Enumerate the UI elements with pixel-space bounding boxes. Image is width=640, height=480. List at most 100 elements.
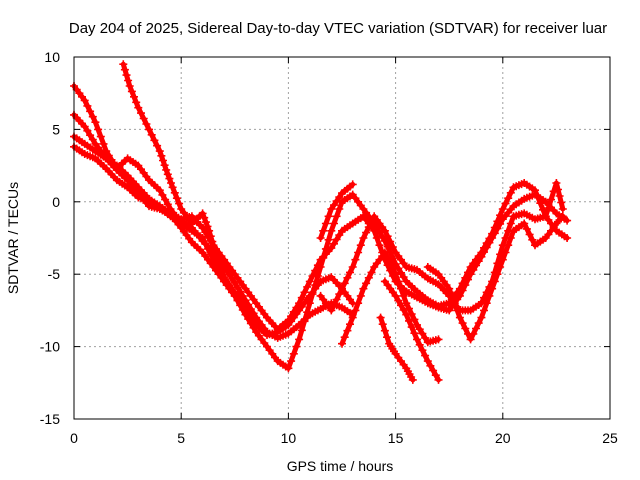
data-point-marker xyxy=(172,194,181,203)
data-point-marker xyxy=(124,76,133,85)
data-point-marker xyxy=(490,277,499,286)
y-tick-label: -5 xyxy=(48,266,61,282)
data-point-marker xyxy=(431,371,440,380)
data-point-marker xyxy=(563,216,572,225)
data-point-marker xyxy=(362,228,371,237)
y-tick-label: 10 xyxy=(44,49,60,65)
data-point-marker xyxy=(335,205,344,213)
data-point-marker xyxy=(506,234,515,242)
data-point-marker xyxy=(429,366,438,375)
data-point-marker xyxy=(170,188,179,197)
data-point-marker xyxy=(340,333,349,342)
data-point-marker xyxy=(383,232,392,241)
data-point-marker xyxy=(125,82,134,90)
x-axis-label: GPS time / hours xyxy=(287,458,394,474)
data-point-marker xyxy=(205,226,214,235)
data-point-marker xyxy=(549,187,558,196)
data-point-marker xyxy=(399,306,408,314)
data-point-marker xyxy=(388,243,397,251)
data-point-marker xyxy=(145,125,153,134)
data-point-marker xyxy=(324,235,333,244)
data-point-marker xyxy=(86,107,95,116)
data-point-marker xyxy=(236,301,245,310)
data-point-marker xyxy=(485,291,494,300)
data-point-marker xyxy=(292,342,301,351)
data-point-marker xyxy=(488,284,497,293)
data-point-marker xyxy=(215,260,224,269)
data-point-marker xyxy=(383,333,391,342)
data-point-marker xyxy=(418,329,427,338)
data-point-marker xyxy=(316,263,325,271)
data-point-marker xyxy=(319,226,328,235)
data-point-marker xyxy=(198,223,207,232)
data-point-marker xyxy=(343,273,352,282)
data-point-marker xyxy=(407,323,416,332)
data-point-marker xyxy=(230,278,239,287)
data-point-marker xyxy=(348,180,357,189)
y-tick-label: 5 xyxy=(52,121,60,137)
data-point-marker xyxy=(88,135,97,144)
data-point-marker xyxy=(122,71,131,80)
data-point-marker xyxy=(464,268,472,277)
data-point-marker xyxy=(552,179,561,187)
data-point-marker xyxy=(153,141,162,150)
data-point-marker xyxy=(453,306,462,315)
data-point-marker xyxy=(303,282,312,291)
data-point-marker xyxy=(158,190,167,199)
data-point-marker xyxy=(217,266,226,275)
data-point-marker xyxy=(330,219,338,228)
x-tick-label: 5 xyxy=(177,430,185,446)
data-point-marker xyxy=(327,306,336,315)
data-point-marker xyxy=(434,335,443,344)
data-point-marker xyxy=(380,326,389,335)
data-point-marker xyxy=(410,315,419,324)
data-point-marker xyxy=(284,316,293,325)
series-line xyxy=(71,134,570,371)
x-tick-label: 20 xyxy=(495,430,511,446)
data-point-marker xyxy=(348,263,357,271)
data-point-marker xyxy=(316,234,325,242)
data-point-marker xyxy=(362,279,371,288)
data-point-marker xyxy=(297,326,306,335)
data-point-marker xyxy=(127,87,136,96)
data-point-marker xyxy=(397,284,405,293)
data-point-marker xyxy=(375,228,384,237)
data-point-marker xyxy=(541,212,550,221)
data-point-marker xyxy=(405,316,413,325)
data-point-marker xyxy=(209,243,218,251)
y-tick-label: 0 xyxy=(52,194,60,210)
data-point-marker xyxy=(83,101,92,110)
data-point-marker xyxy=(201,218,210,227)
data-point-marker xyxy=(402,299,411,308)
data-point-marker xyxy=(376,313,385,322)
series-pass-j xyxy=(376,313,417,384)
data-point-marker xyxy=(241,299,250,308)
data-point-marker xyxy=(421,333,430,342)
data-point-marker xyxy=(375,241,384,250)
data-point-marker xyxy=(319,253,328,262)
data-point-marker xyxy=(386,237,395,246)
series-pass-k xyxy=(423,212,567,344)
data-point-marker xyxy=(477,313,486,322)
data-point-marker xyxy=(426,361,435,370)
data-point-marker xyxy=(321,244,330,253)
data-point-marker xyxy=(198,209,207,218)
data-point-marker xyxy=(458,319,467,328)
data-point-marker xyxy=(284,364,293,373)
data-point-marker xyxy=(528,235,537,244)
data-point-marker xyxy=(343,326,352,335)
data-point-marker xyxy=(405,304,413,313)
data-point-marker xyxy=(351,306,360,315)
series-layer xyxy=(70,60,572,384)
data-point-marker xyxy=(555,192,564,200)
data-point-marker xyxy=(472,324,480,333)
data-point-marker xyxy=(482,299,491,308)
data-point-marker xyxy=(359,234,368,242)
data-point-marker xyxy=(445,284,454,293)
data-point-marker xyxy=(305,277,314,286)
data-point-marker xyxy=(496,263,505,271)
data-point-marker xyxy=(163,170,172,179)
data-point-marker xyxy=(380,248,389,257)
data-point-marker xyxy=(330,301,338,309)
